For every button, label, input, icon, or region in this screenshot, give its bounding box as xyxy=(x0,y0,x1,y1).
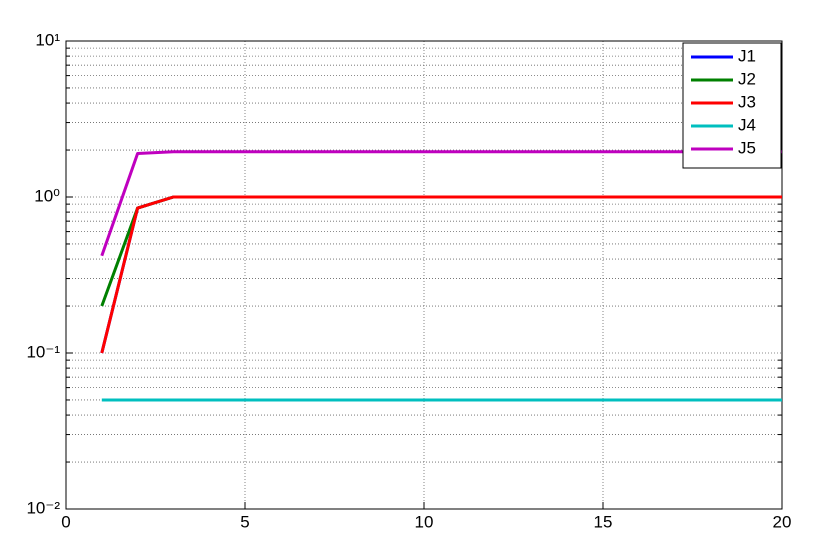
y-tick-label: 10⁻² xyxy=(26,498,60,517)
legend-box xyxy=(682,42,782,169)
x-tick-label: 20 xyxy=(773,512,792,531)
legend-label: J4 xyxy=(738,115,756,134)
legend-label: J5 xyxy=(738,138,756,157)
x-tick-label: 0 xyxy=(61,512,70,531)
x-tick-label: 15 xyxy=(594,512,613,531)
legend-label: J3 xyxy=(738,92,756,111)
x-tick-label: 10 xyxy=(415,512,434,531)
x-tick-label: 5 xyxy=(240,512,249,531)
y-tick-label: 10⁰ xyxy=(34,186,60,205)
plot-frame xyxy=(65,40,783,510)
y-tick-label: 10¹ xyxy=(35,30,60,49)
legend-label: J1 xyxy=(738,46,756,65)
y-tick-label: 10⁻¹ xyxy=(26,342,60,361)
series-line xyxy=(100,150,782,257)
legend-label: J2 xyxy=(738,69,756,88)
series-line xyxy=(100,195,782,354)
